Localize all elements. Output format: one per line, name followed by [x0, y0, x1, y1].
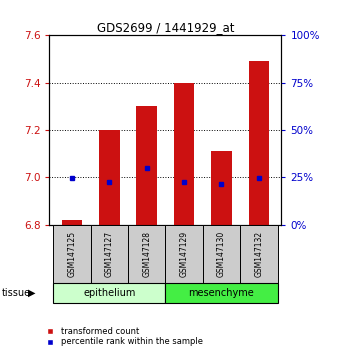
Bar — [99, 130, 120, 225]
Bar — [53, 225, 91, 283]
Text: GSM147125: GSM147125 — [68, 231, 76, 277]
Bar — [165, 225, 203, 283]
Bar — [53, 283, 165, 303]
Text: GSM147129: GSM147129 — [180, 231, 189, 277]
Text: GSM147132: GSM147132 — [254, 231, 263, 277]
Text: tissue: tissue — [2, 288, 31, 298]
Bar — [91, 225, 128, 283]
Text: GSM147130: GSM147130 — [217, 231, 226, 277]
Text: epithelium: epithelium — [83, 288, 135, 298]
Bar — [62, 220, 82, 225]
Text: mesenchyme: mesenchyme — [189, 288, 254, 298]
Text: GSM147128: GSM147128 — [142, 231, 151, 277]
Bar — [165, 283, 278, 303]
Bar — [128, 225, 165, 283]
Bar — [136, 107, 157, 225]
Legend: transformed count, percentile rank within the sample: transformed count, percentile rank withi… — [38, 324, 206, 350]
Bar — [211, 152, 232, 225]
Bar — [240, 225, 278, 283]
Text: GSM147127: GSM147127 — [105, 231, 114, 277]
Title: GDS2699 / 1441929_at: GDS2699 / 1441929_at — [97, 21, 234, 34]
Text: ▶: ▶ — [28, 288, 35, 298]
Bar — [203, 225, 240, 283]
Bar — [249, 62, 269, 225]
Bar — [174, 83, 194, 225]
